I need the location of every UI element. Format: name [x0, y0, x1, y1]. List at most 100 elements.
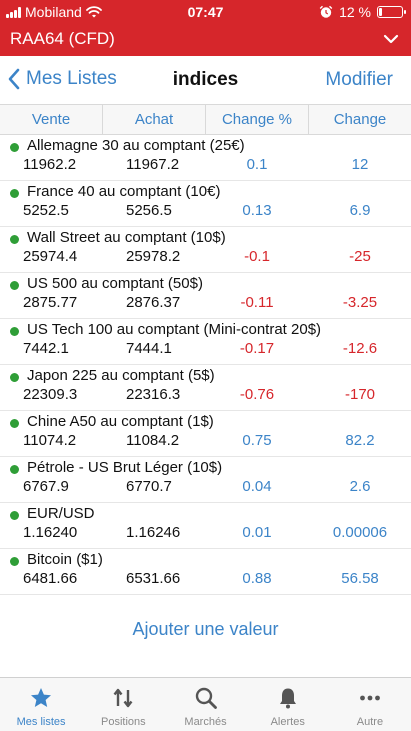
search-icon: [195, 687, 217, 709]
column-headers: Vente Achat Change % Change: [0, 104, 411, 135]
instrument-name: Allemagne 30 au comptant (25€): [27, 137, 245, 154]
instrument-row[interactable]: Bitcoin ($1) 6481.66 6531.66 0.88 56.58: [0, 549, 411, 595]
tab-positions[interactable]: Positions: [82, 678, 164, 731]
buy-price[interactable]: 25978.2: [126, 248, 181, 265]
change-percent: 0.01: [242, 524, 272, 541]
account-name: RAA64 (CFD): [10, 29, 115, 48]
tab-label: Positions: [100, 716, 146, 728]
market-open-dot: [10, 419, 19, 428]
tab-label: Alertes: [270, 716, 305, 728]
back-button[interactable]: Mes Listes: [8, 68, 117, 90]
column-header-change[interactable]: Change: [308, 105, 411, 134]
add-instrument-button[interactable]: Ajouter une valeur: [132, 619, 279, 639]
change-percent: 0.88: [242, 570, 272, 587]
alarm-icon: [319, 5, 333, 18]
instrument-row[interactable]: US Tech 100 au comptant (Mini-contrat 20…: [0, 319, 411, 365]
status-left: Mobiland: [6, 4, 102, 20]
column-header-change-percent[interactable]: Change %: [205, 105, 308, 134]
tab-bar: Mes listes Positions Marchés Alertes Aut…: [0, 677, 411, 731]
market-open-dot: [10, 465, 19, 474]
tab-label: Autre: [356, 716, 384, 728]
instrument-list: Allemagne 30 au comptant (25€) 11962.2 119…: [0, 135, 411, 595]
tab-alertes[interactable]: Alertes: [247, 678, 329, 731]
market-open-dot: [10, 373, 19, 382]
buy-price[interactable]: 7444.1: [126, 340, 172, 357]
buy-price[interactable]: 2876.37: [126, 294, 181, 311]
change-value: 12: [351, 156, 369, 173]
sell-price[interactable]: 6481.66: [23, 570, 78, 587]
sell-price[interactable]: 22309.3: [23, 386, 78, 403]
instrument-row[interactable]: EUR/USD 1.16240 1.16246 0.01 0.00006: [0, 503, 411, 549]
market-open-dot: [10, 557, 19, 566]
column-header-buy[interactable]: Achat: [102, 105, 205, 134]
instrument-name: France 40 au comptant (10€): [27, 183, 221, 200]
buy-price[interactable]: 22316.3: [126, 386, 181, 403]
change-percent: -0.17: [239, 340, 275, 357]
instrument-name: US Tech 100 au comptant (Mini-contrat 20…: [27, 321, 322, 338]
battery-icon: [377, 6, 406, 18]
carrier-name: Mobiland: [25, 4, 82, 20]
star-icon: [31, 688, 52, 707]
instrument-row[interactable]: France 40 au comptant (10€) 5252.5 5256.5 0…: [0, 181, 411, 227]
change-value: 6.9: [349, 202, 371, 219]
instrument-row[interactable]: Pétrole - US Brut Léger (10$) 6767.9 6770.…: [0, 457, 411, 503]
buy-price[interactable]: 11967.2: [126, 156, 180, 173]
column-header-sell[interactable]: Vente: [31, 111, 71, 128]
change-percent: 0.75: [242, 432, 272, 449]
instrument-name: Bitcoin ($1): [27, 551, 103, 568]
change-percent: 0.04: [242, 478, 272, 495]
tab-autre[interactable]: Autre: [329, 678, 411, 731]
instrument-row[interactable]: US 500 au comptant (50$) 2875.77 2876.37 -0…: [0, 273, 411, 319]
tab-marches[interactable]: Marchés: [164, 678, 246, 731]
positions-arrows-icon: [113, 688, 133, 708]
instrument-row[interactable]: Wall Street au comptant (10$) 25974.4 2597…: [0, 227, 411, 273]
change-value: -25: [349, 248, 371, 265]
sell-price[interactable]: 6767.9: [23, 478, 69, 495]
change-value: 0.00006: [332, 524, 388, 541]
change-percent: 0.13: [242, 202, 272, 219]
sell-price[interactable]: 1.16240: [23, 524, 78, 541]
instrument-name: Japon 225 au comptant (5$): [27, 367, 215, 384]
tab-mes-listes[interactable]: Mes listes: [0, 678, 82, 731]
buy-price[interactable]: 1.16246: [126, 524, 181, 541]
tab-label: Mes listes: [16, 716, 66, 728]
status-right: 12 %: [319, 4, 406, 20]
sell-price[interactable]: 11074.2: [23, 432, 77, 449]
instrument-row[interactable]: Allemagne 30 au comptant (25€) 11962.2 119…: [0, 135, 411, 181]
wifi-icon: [85, 6, 102, 18]
chevron-left-icon: [8, 68, 20, 90]
edit-button[interactable]: Modifier: [325, 69, 393, 90]
buy-price[interactable]: 6531.66: [126, 570, 181, 587]
account-selector[interactable]: RAA64 (CFD): [0, 24, 411, 56]
market-open-dot: [10, 235, 19, 244]
change-percent: 0.1: [246, 156, 268, 173]
sell-price[interactable]: 25974.4: [23, 248, 78, 265]
buy-price[interactable]: 6770.7: [126, 478, 172, 495]
bell-icon: [279, 688, 296, 709]
instrument-name: Wall Street au comptant (10$): [27, 229, 226, 246]
market-open-dot: [10, 143, 19, 152]
change-percent: -0.11: [240, 294, 274, 311]
change-value: 56.58: [341, 570, 379, 587]
change-value: 2.6: [349, 478, 371, 495]
sell-price[interactable]: 11962.2: [23, 156, 77, 173]
instrument-row[interactable]: Japon 225 au comptant (5$) 22309.3 22316.3…: [0, 365, 411, 411]
sell-price[interactable]: 2875.77: [23, 294, 78, 311]
market-open-dot: [10, 511, 19, 520]
sell-price[interactable]: 7442.1: [23, 340, 69, 357]
buy-price[interactable]: 11084.2: [126, 432, 180, 449]
more-dots-icon: [360, 695, 380, 701]
change-value: -170: [344, 386, 376, 403]
status-time: 07:47: [187, 4, 224, 20]
tab-label: Marchés: [184, 716, 227, 728]
battery-percent: 12 %: [339, 4, 371, 20]
market-open-dot: [10, 281, 19, 290]
chevron-down-icon[interactable]: [383, 33, 399, 45]
change-value: -12.6: [342, 340, 378, 357]
change-value: 82.2: [345, 432, 375, 449]
buy-price[interactable]: 5256.5: [126, 202, 172, 219]
status-bar: Mobiland 07:47 12 %: [0, 0, 411, 24]
instrument-name: EUR/USD: [27, 505, 95, 522]
instrument-row[interactable]: Chine A50 au comptant (1$) 11074.2 11084.2…: [0, 411, 411, 457]
sell-price[interactable]: 5252.5: [23, 202, 69, 219]
